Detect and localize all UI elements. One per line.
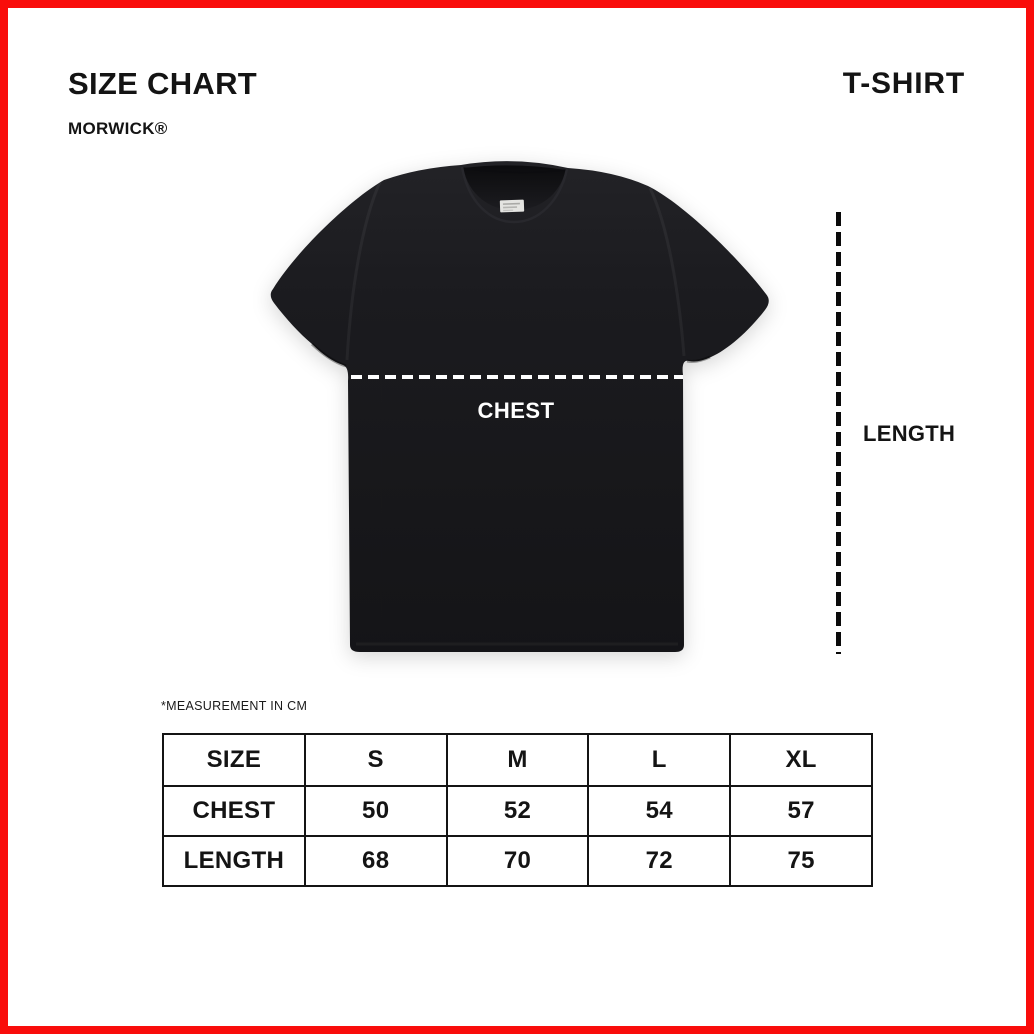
length-value-xl: 75	[729, 835, 873, 887]
header-cell-l: L	[587, 733, 732, 787]
collar-band-seam	[460, 166, 569, 224]
underarm-shadow-right	[686, 355, 711, 363]
tshirt-silhouette	[270, 161, 769, 652]
armhole-seam-left	[345, 181, 382, 361]
brand-name: MORWICK®	[68, 119, 168, 138]
collar-back-seam	[462, 167, 567, 174]
armhole-seam-right	[648, 187, 686, 357]
underarm-shadow-left	[310, 342, 347, 368]
header-cell-m: M	[445, 733, 590, 787]
size-table-header-row: SIZE S M L XL	[162, 733, 873, 787]
page-title: SIZE CHART	[68, 66, 257, 101]
table-row-chest: CHEST 50 52 54 57	[162, 785, 873, 837]
measurement-note: *MEASUREMENT IN CM	[161, 699, 308, 713]
size-table: SIZE S M L XL CHEST 50 52 54 57 LENGTH 6…	[162, 733, 873, 887]
row-label-chest: CHEST	[162, 785, 306, 837]
tshirt-image	[270, 161, 769, 652]
chest-line-label: CHEST	[477, 398, 555, 423]
chest-value-l: 54	[587, 785, 732, 837]
neck-opening	[463, 165, 566, 210]
table-row-length: LENGTH 68 70 72 75	[162, 835, 873, 887]
length-value-s: 68	[303, 835, 448, 887]
header-cell-s: S	[303, 733, 448, 787]
header-cell-size: SIZE	[162, 733, 306, 787]
chest-dashed-line	[351, 375, 683, 380]
length-value-l: 72	[587, 835, 732, 887]
length-value-m: 70	[445, 835, 590, 887]
chest-value-xl: 57	[729, 785, 873, 837]
length-dashed-line	[836, 212, 841, 654]
collar-tag	[499, 199, 525, 213]
length-line-label: LENGTH	[863, 421, 956, 446]
product-title: T-SHIRT	[842, 67, 965, 100]
row-label-length: LENGTH	[162, 835, 306, 887]
chest-value-s: 50	[303, 785, 448, 837]
chest-value-m: 52	[445, 785, 590, 837]
header-cell-xl: XL	[729, 733, 873, 787]
